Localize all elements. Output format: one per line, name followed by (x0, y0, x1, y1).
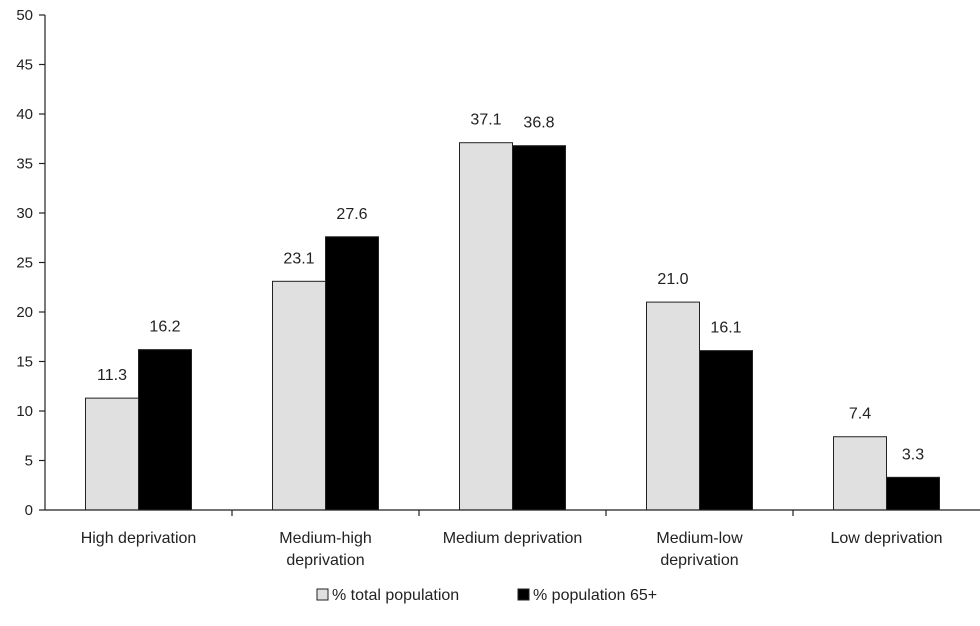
x-axis: High deprivation Medium-high deprivation Me… (45, 509, 980, 569)
y-tick-label: 5 (25, 453, 33, 470)
y-tick-label: 40 (16, 106, 33, 123)
y-axis: 0 5 10 15 20 25 30 35 40 45 50 (16, 7, 46, 519)
bar-total-population (833, 436, 887, 511)
bar-total-population (646, 301, 700, 511)
bar-total-population (459, 142, 513, 511)
y-tick-label: 35 (16, 156, 33, 173)
y-tick-label: 15 (16, 354, 33, 371)
bar-population-65plus (138, 349, 192, 511)
legend-population-65plus-swatch (517, 588, 530, 601)
y-tick-label: 0 (25, 502, 33, 519)
data-label: 16.1 (710, 320, 741, 337)
data-label: 37.1 (470, 112, 501, 129)
y-tick-label: 30 (16, 205, 33, 222)
x-category-label: Low deprivation (830, 530, 942, 547)
data-label: 21.0 (657, 271, 688, 288)
y-tick-label: 10 (16, 403, 33, 420)
bar-population-65plus (512, 145, 566, 511)
data-label: 27.6 (336, 206, 367, 223)
legend-population-65plus-label: % population 65+ (533, 587, 657, 604)
data-label: 7.4 (849, 406, 871, 423)
x-category-label: Medium-high (279, 530, 371, 547)
bar-population-65plus (699, 350, 753, 511)
bar-total-population (272, 280, 326, 511)
y-tick-label: 50 (16, 7, 33, 24)
x-category-label: High deprivation (81, 530, 197, 547)
x-category-label: Medium deprivation (443, 530, 583, 547)
x-category-label: deprivation (286, 552, 364, 569)
y-tick-label: 25 (16, 255, 33, 272)
legend: % total population % population 65+ (316, 587, 657, 604)
bar-total-population (85, 397, 139, 511)
data-label: 3.3 (902, 446, 924, 463)
bar-population-65plus (325, 236, 379, 511)
x-category-label: Medium-low (656, 530, 743, 547)
data-label: 16.2 (149, 319, 180, 336)
data-label: 23.1 (283, 250, 314, 267)
bar-population-65plus (886, 476, 940, 511)
data-label: 36.8 (523, 115, 554, 132)
legend-total-population-swatch (316, 588, 329, 601)
x-category-label: deprivation (660, 552, 738, 569)
legend-total-population-label: % total population (332, 587, 459, 604)
data-label: 11.3 (97, 367, 127, 384)
y-tick-label: 20 (16, 304, 33, 321)
y-tick-label: 45 (16, 57, 33, 74)
bars: 11.3 16.2 23.1 27.6 37.1 36.8 21.0 16.1 7.4 3.3 (85, 112, 940, 511)
